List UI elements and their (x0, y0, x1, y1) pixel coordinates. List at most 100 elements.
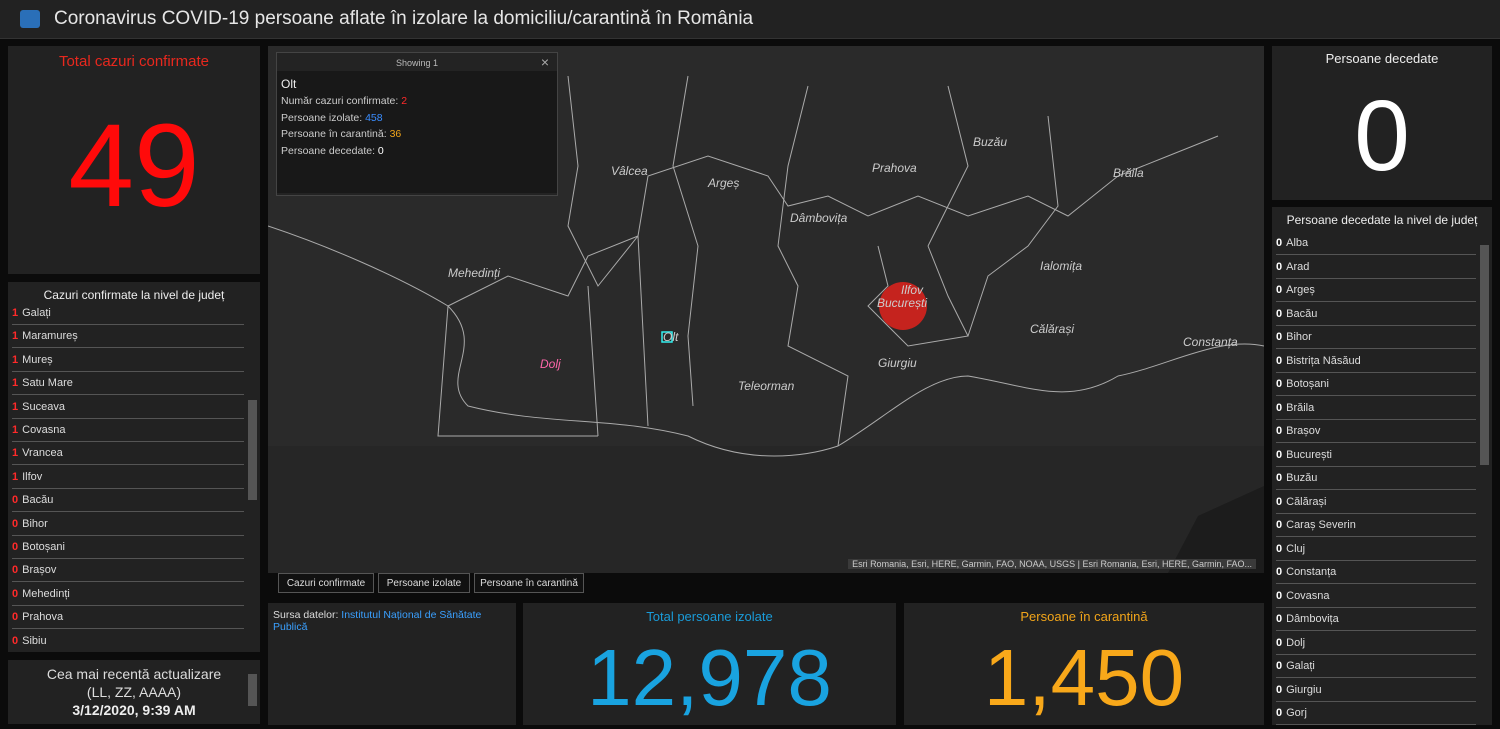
list-row: 0 Covasna (1276, 585, 1476, 608)
count: 0 (1276, 613, 1283, 625)
list-row: 0 Caraș Severin (1276, 514, 1476, 537)
source: Sursa datelor: Institutul Național de Să… (268, 603, 516, 725)
label: Total cazuri confirmate (58, 53, 210, 70)
county: Argeș (1286, 284, 1315, 296)
county: Brașov (1286, 425, 1321, 437)
map[interactable]: Vâlcea Argeș Prahova Buzău Brăila Dâmbov… (268, 46, 1264, 573)
close-button[interactable]: × (540, 54, 549, 70)
county: Alba (1286, 237, 1309, 249)
value: 12,978 (587, 633, 832, 722)
list-row: 0 Călărași (1276, 491, 1476, 514)
list-row: 0 Galați (1276, 655, 1476, 678)
count: 0 (1276, 542, 1283, 555)
list-row: 1 Vrancea (12, 442, 244, 466)
list-row: 0 Sibiu (12, 630, 244, 652)
count: 0 (12, 587, 19, 600)
label: Cea mai recentă actualizare (46, 666, 222, 682)
map-label: Brăila (1113, 166, 1144, 180)
map-shapes (268, 75, 1264, 573)
count: 1 (12, 400, 19, 413)
popup-header: Showing 1 (395, 58, 439, 68)
county: Maramureș (22, 330, 78, 343)
county: Brăila (1286, 401, 1315, 414)
count: 0 (1276, 566, 1283, 578)
count: 0 (1276, 707, 1283, 719)
count: 0 (1276, 425, 1283, 437)
map-label: Călărași (1030, 322, 1075, 336)
map-label: Mehedinți (448, 266, 501, 280)
county: Cluj (1286, 542, 1306, 555)
popup-body (277, 71, 557, 193)
county: Bihor (1286, 331, 1312, 343)
count: 0 (1276, 589, 1283, 602)
logo (20, 10, 40, 28)
map-label: Giurgiu (878, 356, 917, 370)
county: Satu Mare (22, 377, 73, 390)
county: Sibiu (22, 634, 47, 647)
county: Vrancea (22, 447, 63, 460)
list-row: 1 Suceava (12, 396, 244, 419)
county: Galați (22, 307, 51, 319)
tab[interactable]: Persoane în carantină (474, 573, 584, 593)
county: Mureș (22, 353, 53, 366)
list-row: 0 București (1276, 444, 1476, 467)
field-label: Persoane izolate: (281, 111, 363, 124)
label: Total persoane izolate (646, 609, 773, 624)
county: Bihor (22, 517, 48, 530)
county: Botoșani (22, 541, 65, 553)
count: 0 (12, 541, 19, 553)
list-row: 1 Covasna (12, 419, 244, 442)
county: Prahova (22, 611, 64, 624)
county: Botoșani (1286, 378, 1329, 390)
count: 0 (1276, 660, 1283, 672)
county: București (1286, 448, 1332, 461)
source-link[interactable]: Institutul Național de Sănătate Publică (273, 609, 482, 633)
popup-title: Olt (281, 77, 297, 91)
scrollbar[interactable] (248, 400, 257, 500)
list-row: 0 Dolj (1276, 632, 1476, 655)
county: Covasna (1286, 589, 1330, 602)
list-row: 0 Bacău (12, 489, 244, 513)
count: 0 (1276, 448, 1283, 461)
count: 0 (1276, 284, 1283, 296)
list-row: 1 Ilfov (12, 466, 244, 489)
county: Covasna (22, 424, 66, 436)
field-value: 36 (389, 128, 402, 140)
count: 1 (12, 353, 19, 366)
list-row: 1 Satu Mare (12, 372, 244, 396)
list-row: 0 Bistrița Năsăud (1276, 350, 1476, 373)
county: Călărași (1286, 495, 1327, 508)
county: Galați (1286, 660, 1315, 672)
scrollbar[interactable] (1480, 245, 1489, 465)
last-update: Cea mai recentă actualizare (LL, ZZ, AAA… (8, 660, 260, 724)
list-row: 0 Dâmbovița (1276, 608, 1476, 631)
field-label: Număr cazuri confirmate: (281, 95, 399, 107)
quarantine: Persoane în carantină 1,450 (904, 603, 1264, 725)
county: Dâmbovița (1286, 613, 1339, 625)
map-label: Teleorman (738, 379, 795, 393)
count: 0 (1276, 472, 1283, 484)
tab[interactable]: Persoane izolate (378, 573, 470, 593)
popup-field: Persoane decedate: 0 (281, 145, 384, 157)
tab[interactable]: Cazuri confirmate (278, 573, 374, 593)
list-row: 0 Constanța (1276, 561, 1476, 584)
county-list: Cazuri confirmate la nivel de județ 1 Gal… (8, 282, 260, 652)
label: Persoane în carantină (1020, 609, 1148, 624)
count: 0 (1276, 354, 1283, 367)
list-row: 0 Alba (1276, 232, 1476, 255)
county: Brașov (22, 564, 57, 577)
list-row: 0 Mehedinți (12, 583, 244, 606)
count: 0 (1276, 331, 1283, 343)
county: Constanța (1286, 566, 1337, 578)
field-value: 2 (401, 95, 408, 107)
map-label: Constanța (1183, 335, 1238, 349)
list-row: 1 Mureș (12, 349, 244, 372)
count: 1 (12, 307, 19, 319)
count: 0 (1276, 495, 1283, 508)
map-label: București (877, 296, 928, 310)
list-row: 0 Cluj (1276, 538, 1476, 561)
list-row: 0 Bihor (12, 513, 244, 536)
list-title: Cazuri confirmate la nivel de județ (43, 288, 225, 302)
scrollbar[interactable] (248, 674, 257, 706)
